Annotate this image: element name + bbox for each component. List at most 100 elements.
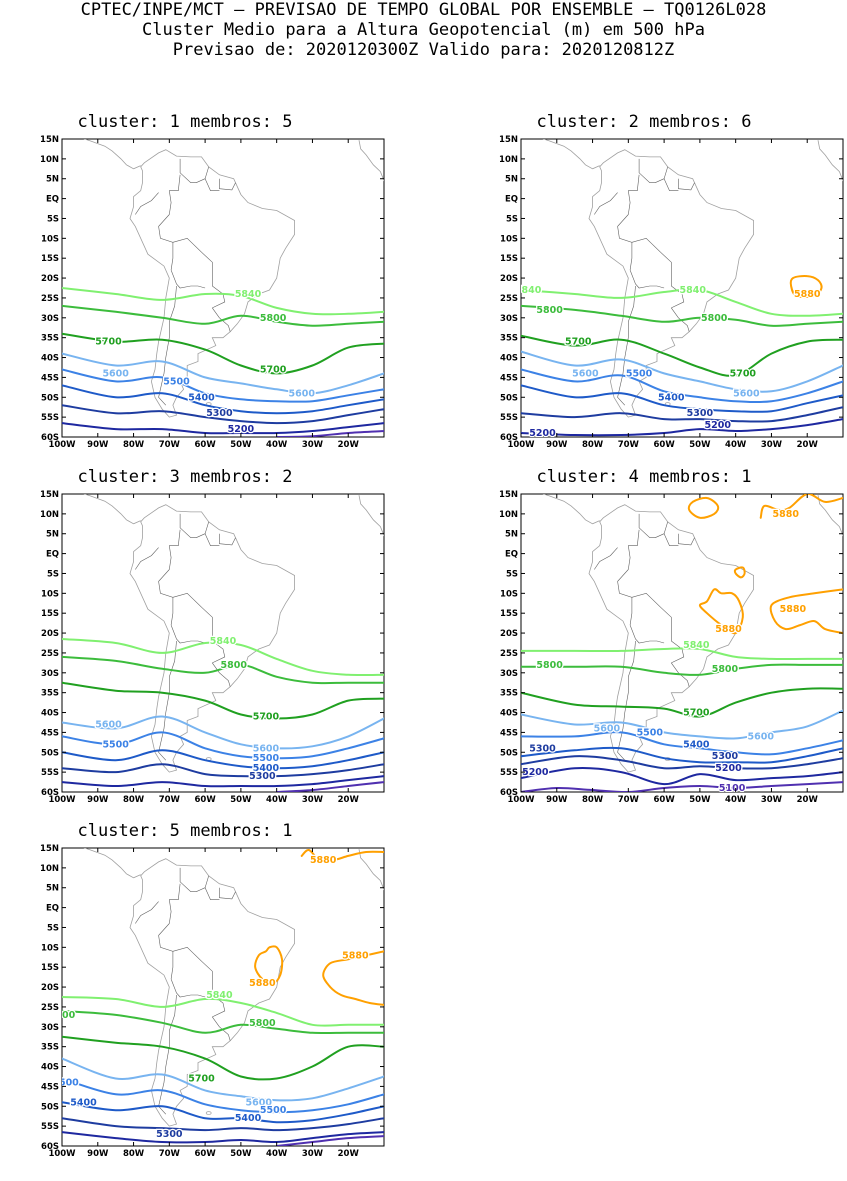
- country-border: [179, 158, 206, 183]
- contour-5600: [62, 715, 384, 750]
- contour-label: 5500: [260, 1105, 287, 1116]
- country-border: [158, 994, 177, 1115]
- lon-label: 30W: [761, 795, 783, 805]
- lon-label: 80W: [582, 795, 604, 805]
- lat-label: 40S: [41, 709, 59, 719]
- contour-label: 5200: [529, 428, 556, 439]
- lat-label: 50S: [41, 748, 59, 758]
- lat-label: 10S: [41, 589, 59, 599]
- contour-label: 5600: [747, 731, 774, 742]
- contour-label: 5800: [49, 1010, 76, 1021]
- contour-5880: [789, 275, 823, 299]
- contour-5300: [521, 406, 843, 423]
- contour-label: 5300: [156, 1129, 183, 1140]
- country-border: [204, 166, 220, 191]
- contour-5100: [275, 1135, 384, 1146]
- contour-label: 5880: [794, 289, 821, 300]
- lon-label: 60W: [654, 795, 676, 805]
- lat-label: 60S: [41, 433, 59, 443]
- cluster-panel-1: cluster: 1 membros: 5 5840 5800 5700 5700 56…: [20, 112, 400, 472]
- contour-label: 5840: [210, 636, 237, 647]
- lat-label: 5S: [47, 923, 59, 933]
- contour-label: 5800: [712, 664, 739, 675]
- contour-label: 5700: [565, 337, 592, 348]
- lon-label: 50W: [689, 795, 711, 805]
- lon-label: 60W: [195, 1149, 217, 1159]
- contour-label: 5800: [536, 305, 563, 316]
- contour-label: 5840: [515, 285, 542, 296]
- lon-label: 60W: [654, 440, 676, 450]
- contour-label: 5700: [188, 1073, 215, 1084]
- lon-label: 70W: [159, 440, 181, 450]
- lat-label: 55S: [500, 768, 518, 778]
- contour-5500: [521, 368, 843, 403]
- lat-label: 15N: [499, 135, 518, 145]
- lon-label: 20W: [338, 440, 360, 450]
- country-border: [678, 533, 695, 546]
- caribbean-coastline: [564, 136, 577, 138]
- country-border: [204, 521, 220, 546]
- africa-coastline: [358, 849, 384, 891]
- lat-label: 25S: [500, 649, 518, 659]
- lon-label: 20W: [338, 1149, 360, 1159]
- africa-coastline: [358, 495, 384, 537]
- contour-5400: [521, 746, 843, 764]
- lat-label: 35S: [41, 334, 59, 344]
- contour-5880: [698, 588, 744, 635]
- lat-label: 20S: [500, 274, 518, 284]
- lon-label: 70W: [618, 440, 640, 450]
- lon-label: 40W: [266, 1149, 288, 1159]
- contour-label: 5840: [680, 285, 707, 296]
- contour-5200: [62, 1131, 384, 1144]
- lat-label: 45S: [500, 373, 518, 383]
- country-border: [135, 901, 159, 924]
- lat-label: 5S: [506, 569, 518, 579]
- lon-label: 100W: [48, 440, 76, 450]
- lat-label: 20S: [41, 274, 59, 284]
- contour-label: 5200: [522, 767, 549, 778]
- country-border: [172, 592, 213, 641]
- map-frame: [520, 493, 844, 793]
- lon-label: 40W: [725, 795, 747, 805]
- contour-label: 5700: [95, 337, 122, 348]
- lat-label: 15N: [40, 490, 59, 500]
- map-layer: 5840 5800 5700 5700 5600 5600 5500 5400 5300 5200: [62, 139, 384, 437]
- country-border: [158, 214, 174, 271]
- cluster-title: cluster: 3 membros: 2: [77, 467, 293, 487]
- country-border: [212, 307, 231, 332]
- cluster-map: 5880 5880 5880 5840 5800 5800 5700 5600 5600 5500…: [499, 490, 844, 805]
- cluster-panel-3: cluster: 3 membros: 2 5840 5800 5700 5600 56…: [20, 467, 400, 827]
- country-border: [627, 174, 640, 215]
- contour-label: 5700: [253, 712, 280, 723]
- country-border: [629, 269, 665, 289]
- lon-label: 90W: [546, 795, 568, 805]
- central-america-coastline: [521, 494, 600, 525]
- lon-label: 30W: [302, 1149, 324, 1159]
- contour-5600: [62, 1057, 384, 1102]
- country-border: [204, 875, 220, 900]
- contour-5600: [521, 350, 843, 393]
- lat-label: 40S: [41, 1063, 59, 1073]
- lat-label: 10S: [41, 234, 59, 244]
- contour-5840: [521, 288, 843, 317]
- cluster-map: 58405800570056005600550055005400530015N1…: [40, 490, 385, 805]
- country-border: [219, 178, 236, 191]
- country-border: [678, 178, 695, 191]
- contour-label: 5400: [235, 1113, 262, 1124]
- contour-5500: [521, 731, 843, 756]
- lat-label: 55S: [41, 768, 59, 778]
- country-border: [168, 883, 181, 924]
- contour-5600: [62, 352, 384, 395]
- contour-5800: [62, 655, 384, 685]
- lat-label: 10N: [499, 510, 518, 520]
- contour-label: 5880: [780, 604, 807, 615]
- lon-label: 30W: [302, 795, 324, 805]
- country-border: [135, 192, 159, 215]
- lon-label: 100W: [48, 1149, 76, 1159]
- contour-5700: [62, 681, 384, 720]
- caribbean-coastline: [105, 845, 118, 847]
- country-border: [172, 946, 213, 995]
- central-america-coastline: [62, 848, 141, 879]
- contour-label: 5300: [529, 743, 556, 754]
- south-america-coastline: [129, 858, 295, 1127]
